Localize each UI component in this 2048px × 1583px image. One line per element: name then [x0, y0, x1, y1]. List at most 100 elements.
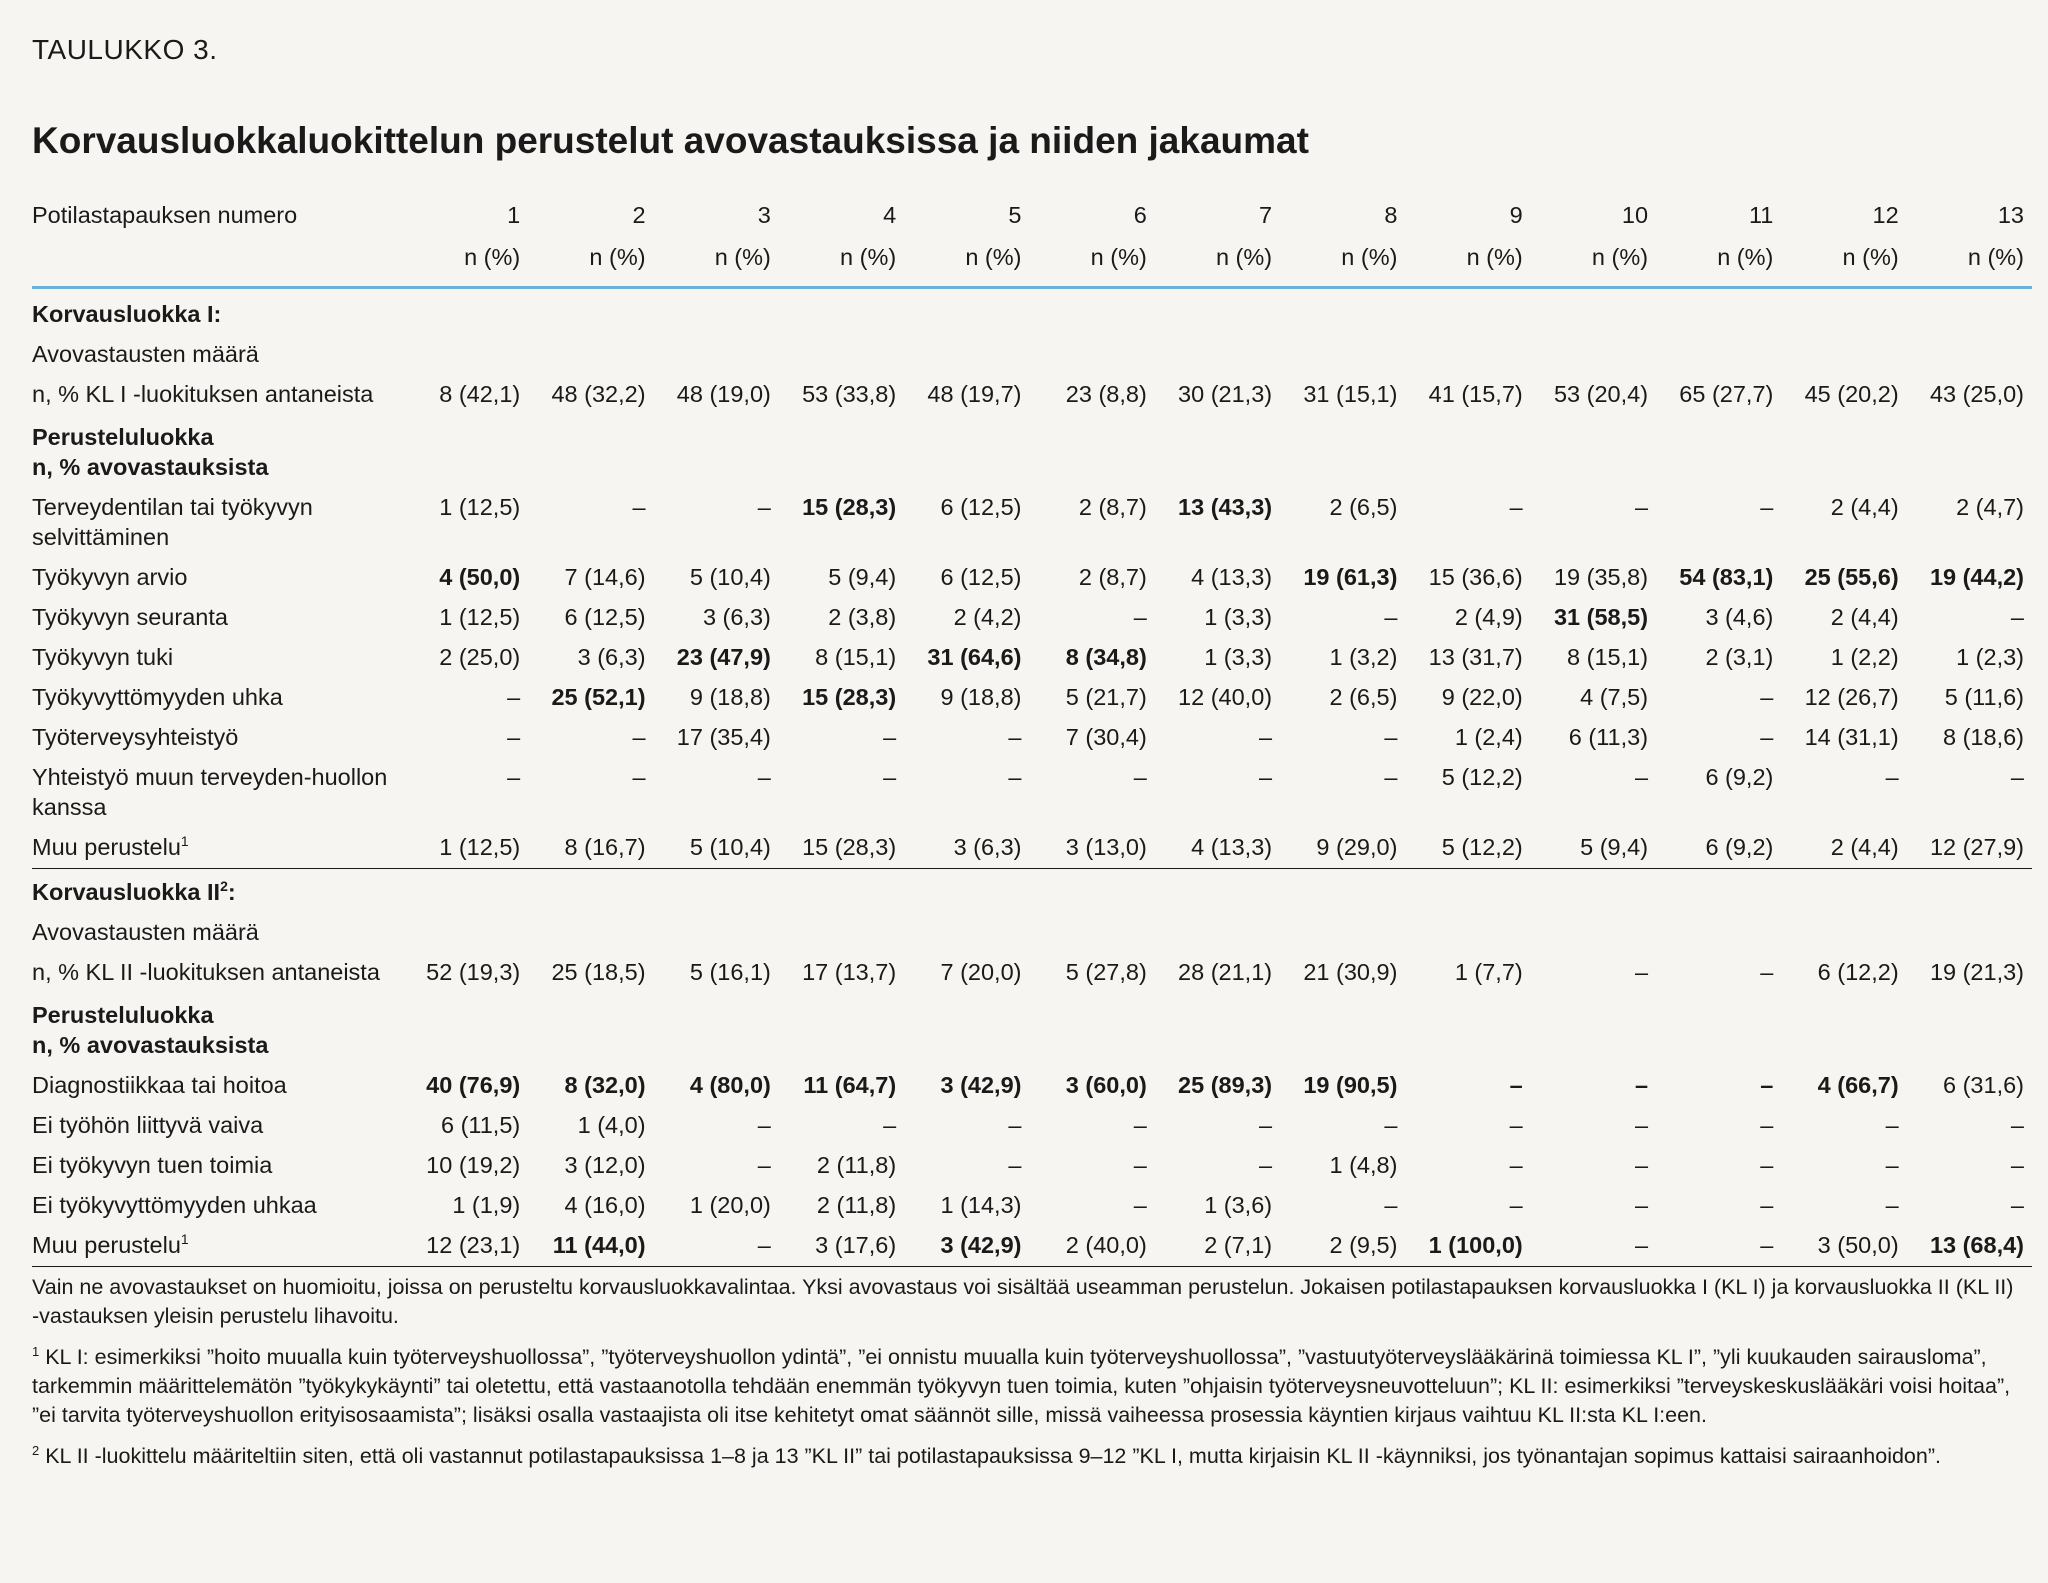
table-cell: 6 (12,5) [564, 604, 646, 630]
table-cell: 4 (16,0) [564, 1192, 646, 1218]
table-cell: 17 (35,4) [676, 724, 771, 750]
table-cell: 1 (12,5) [402, 827, 529, 869]
row-label-text: Yhteistyö muun terveyden-huollon kanssa [32, 764, 388, 820]
table-cell: 25 (89,3) [1178, 1072, 1273, 1098]
table-cell: 1 (2,2) [1830, 644, 1899, 670]
footnote-2: 2 KL II -luokittelu määriteltiin siten, … [32, 1442, 2022, 1471]
table-cell: 3 (50,0) [1781, 1225, 1907, 1267]
row-label: Avovastausten määrä [32, 341, 259, 367]
table-cell: 3 (17,6) [778, 1225, 905, 1267]
table-cell: – [1760, 724, 1774, 750]
section-heading: Korvausluokka I: [32, 288, 2032, 335]
table-cell: – [1634, 1152, 1649, 1178]
table-cell: – [1384, 604, 1398, 630]
table-cell: – [2010, 604, 2024, 630]
header-units-row: n (%) n (%) n (%) n (%) n (%) n (%) n (%) n (%)… [32, 236, 2032, 289]
table-cell: 12 (27,9) [1906, 827, 2032, 869]
table-title: Korvausluokkaluokittelun perustelut avov… [32, 120, 1309, 161]
header-blank-cell [32, 236, 403, 289]
table-cell: – [1656, 1225, 1782, 1267]
table-cell: – [1760, 1192, 1774, 1218]
table-cell: – [1384, 724, 1398, 750]
footnote-1-text: KL I: esimerkiksi ”hoito muualla kuin ty… [32, 1345, 2011, 1427]
table-row: n, % KL II -luokituksen antaneista 52 (19… [32, 952, 2032, 992]
table-cell: 5 (16,1) [689, 959, 771, 985]
table-cell: – [1384, 1192, 1398, 1218]
table-cell: 25 (18,5) [551, 959, 646, 985]
table-cell: 5 (9,4) [1530, 827, 1657, 869]
table-cell: – [1634, 764, 1649, 790]
row-label-text: Työkyvyn arvio [32, 564, 188, 590]
table-cell: 2 (6,5) [1329, 684, 1398, 710]
group-heading-line-1: Perusteluluokka [32, 424, 214, 450]
row-label: Työterveysyhteistyö [32, 717, 403, 757]
table-cell: – [653, 1225, 779, 1267]
table-cell: 4 (7,5) [1580, 684, 1649, 710]
section-heading-row: Korvausluokka I: [32, 288, 2032, 335]
section-heading-suffix: : [227, 879, 236, 905]
table-cell: 54 (83,1) [1679, 564, 1774, 590]
header-case-number: 6 [1133, 202, 1147, 228]
row-label: Avovastausten määrä [32, 919, 259, 945]
table-cell: – [1259, 764, 1273, 790]
table-row: Yhteistyö muun terveyden-huollon kanssa –… [32, 757, 2032, 827]
table-row: Terveydentilan tai työkyvyn selvittämine… [32, 487, 2032, 557]
row-label: Ei työkyvyttömyyden uhkaa [32, 1185, 403, 1225]
row-label-text: Terveydentilan tai työkyvyn selvittämine… [32, 494, 313, 550]
table-cell: 8 (32,0) [564, 1072, 646, 1098]
table-cell: 2 (4,4) [1830, 604, 1899, 630]
table-cell: 31 (64,6) [927, 644, 1022, 670]
table-cell: – [1530, 1225, 1657, 1267]
row-label-text: Diagnostiikkaa tai hoitoa [32, 1072, 287, 1098]
group-heading-row: Perusteluluokka n, % avovastauksista [32, 992, 2032, 1065]
table-cell: 25 (55,6) [1804, 564, 1899, 590]
table-cell: 5 (21,7) [1065, 684, 1147, 710]
table-cell: 25 (52,1) [551, 684, 646, 710]
table-cell: – [1634, 1192, 1649, 1218]
header-case-number: 13 [1997, 202, 2024, 228]
table-cell: – [1885, 1192, 1899, 1218]
row-label-text: Työkyvyn seuranta [32, 604, 228, 630]
table-cell: – [507, 764, 521, 790]
header-case-number: 10 [1621, 202, 1649, 228]
footnote-1: 1 KL I: esimerkiksi ”hoito muualla kuin … [32, 1343, 2022, 1430]
table-cell: 1 (3,2) [1329, 644, 1398, 670]
header-unit: n (%) [402, 236, 529, 289]
table-cell: 3 (13,0) [1029, 827, 1155, 869]
table-cell: – [1133, 1152, 1147, 1178]
table-cell: – [2010, 1112, 2024, 1138]
table-cell: 5 (10,4) [689, 564, 771, 590]
table-cell: – [1259, 1152, 1273, 1178]
table-cell: – [1760, 494, 1774, 520]
table-cell: 2 (4,7) [1956, 494, 2024, 520]
table-cell: – [632, 494, 646, 520]
table-cell: 28 (21,1) [1178, 959, 1273, 985]
table-cell: – [1008, 764, 1022, 790]
section-heading: Korvausluokka II2: [32, 869, 2032, 913]
table-cell: 2 (4,2) [953, 604, 1022, 630]
header-case-number: 9 [1509, 202, 1523, 228]
group-heading-line-2: n, % avovastauksista [32, 454, 269, 480]
table-cell: – [1509, 1072, 1523, 1098]
table-cell: 6 (11,3) [1568, 724, 1649, 750]
section-heading-text: Korvausluokka I: [32, 301, 222, 327]
table-cell: 23 (8,8) [1065, 381, 1147, 407]
table-cell: 8 (16,7) [528, 827, 654, 869]
table-row: Työkyvyn seuranta 1 (12,5) 6 (12,5) 3 (6,3)… [32, 597, 2032, 637]
table-cell: 2 (4,4) [1781, 827, 1907, 869]
table-cell: 17 (13,7) [802, 959, 897, 985]
table-cell: 1 (2,3) [1956, 644, 2024, 670]
row-label: Ei työkyvyn tuen toimia [32, 1145, 403, 1185]
count-label-row: Avovastausten määrä [32, 334, 2032, 374]
header-unit: n (%) [653, 236, 779, 289]
table-cell: 19 (61,3) [1303, 564, 1398, 590]
table-cell: 1 (20,0) [689, 1192, 771, 1218]
table-cell: – [1760, 1072, 1774, 1098]
table-row: Ei työkyvyttömyyden uhkaa 1 (1,9) 4 (16,0)… [32, 1185, 2032, 1225]
table-cell: 9 (22,0) [1441, 684, 1523, 710]
table-cell: 4 (50,0) [439, 564, 521, 590]
section-heading-text: Korvausluokka II [32, 879, 221, 905]
table-cell: 2 (8,7) [1078, 494, 1147, 520]
table-cell: – [1133, 1112, 1147, 1138]
row-label: Yhteistyö muun terveyden-huollon kanssa [32, 757, 403, 827]
